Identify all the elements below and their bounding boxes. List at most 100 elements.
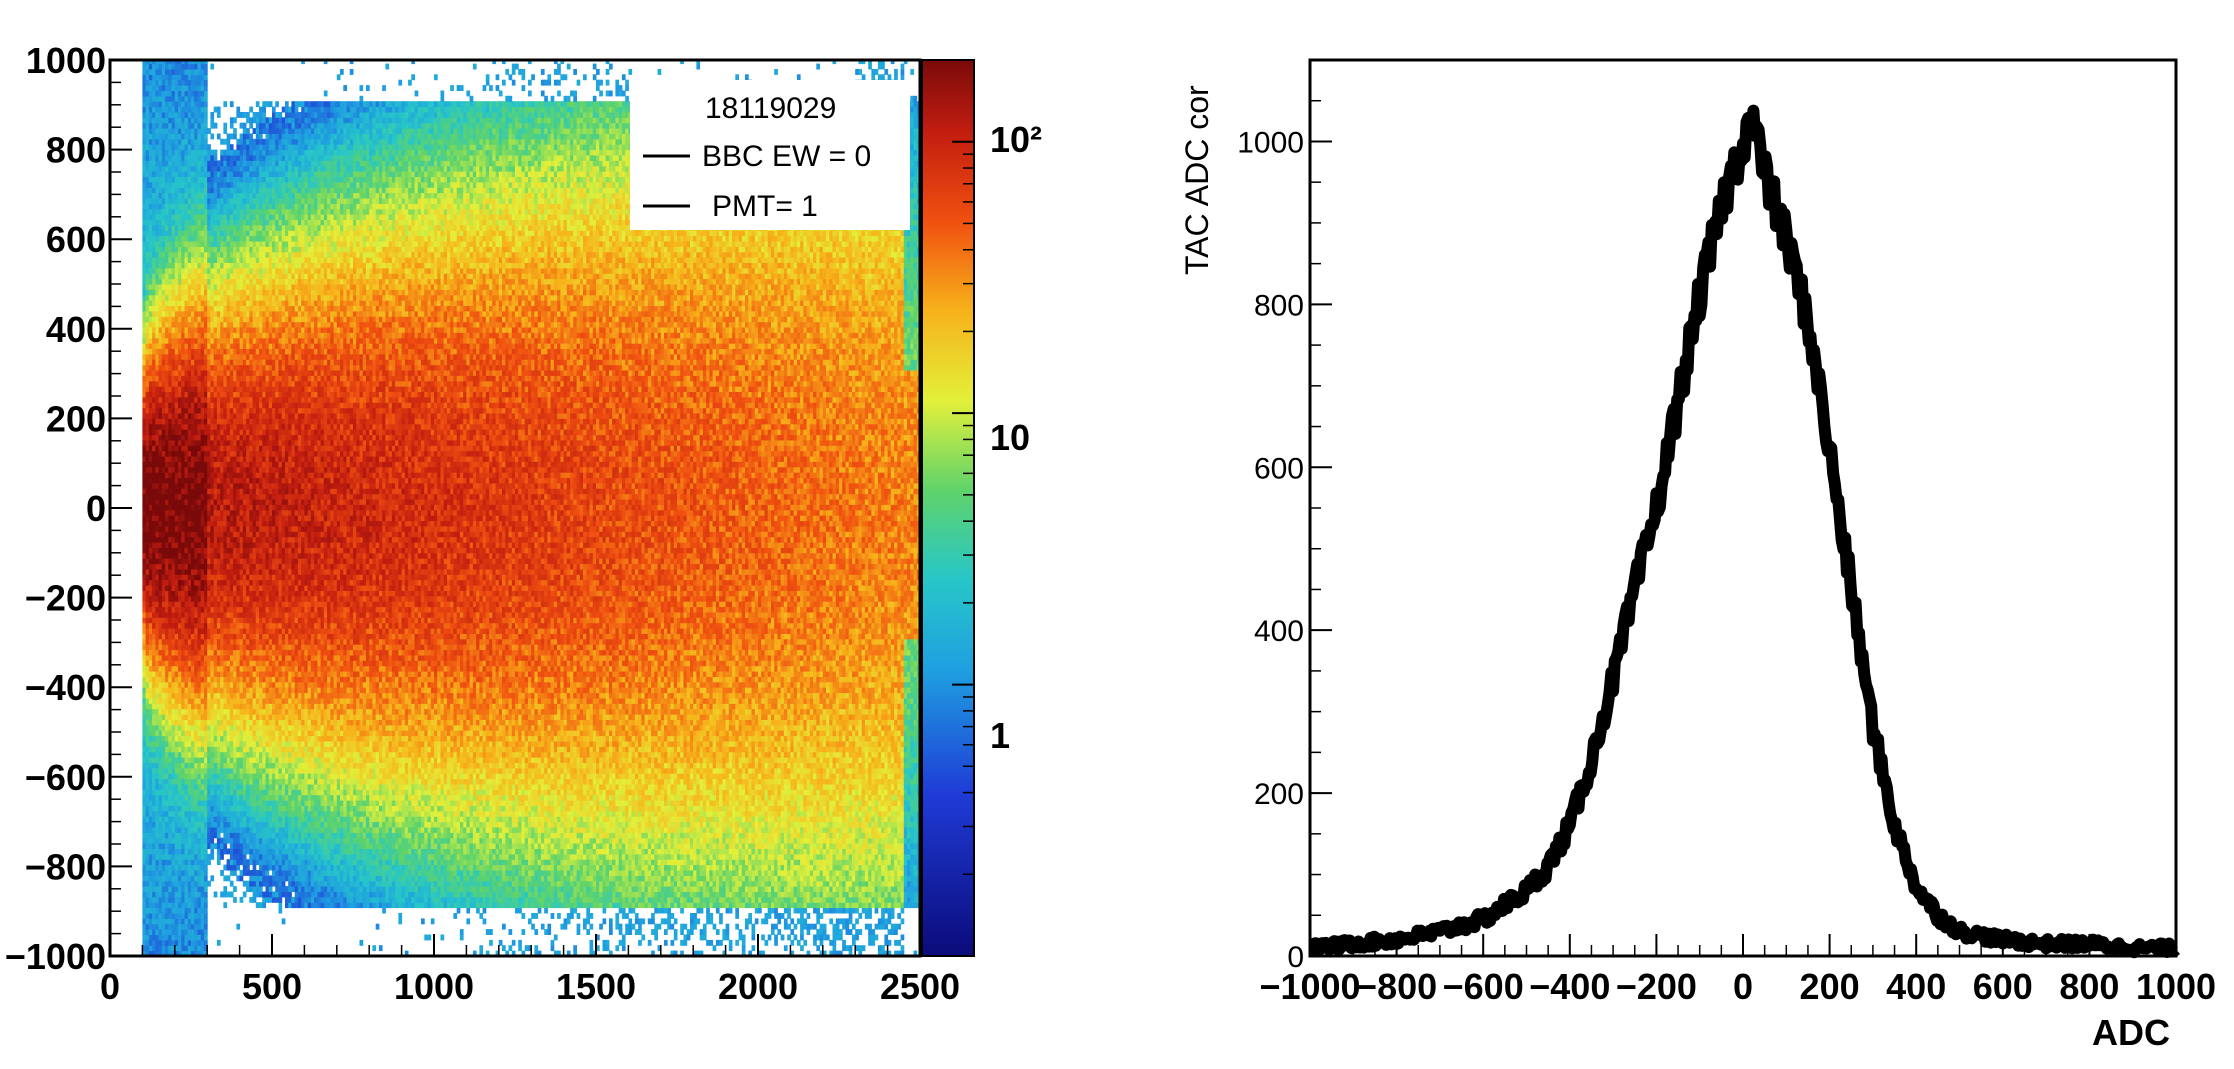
heatmap-cell	[194, 193, 198, 199]
heatmap-cell	[185, 128, 189, 134]
heatmap-cell	[188, 230, 192, 236]
heatmap-cell	[168, 413, 172, 419]
heatmap-cell	[194, 660, 198, 666]
heatmap-cell	[207, 478, 211, 484]
heatmap-cell	[198, 714, 202, 720]
heatmap-cell	[233, 440, 237, 446]
heatmap-cell	[178, 644, 182, 650]
heatmap-cell	[223, 693, 227, 699]
heatmap-cell	[198, 779, 202, 785]
heatmap-cell	[220, 806, 224, 812]
heatmap-cell	[240, 682, 244, 688]
heatmap-cell	[220, 709, 224, 715]
heatmap-cell	[159, 827, 163, 833]
heatmap-cell	[155, 155, 159, 161]
heatmap-cell	[214, 789, 218, 795]
heatmap-cell	[198, 413, 202, 419]
heatmap-cell	[210, 779, 214, 785]
heatmap-cell	[178, 935, 182, 941]
heatmap-cell	[198, 590, 202, 596]
heatmap-cell	[185, 370, 189, 376]
heatmap-cell	[210, 112, 214, 118]
heatmap-cell	[165, 306, 169, 312]
heatmap-cell	[155, 504, 159, 510]
heatmap-cell	[188, 553, 192, 559]
heatmap-cell	[175, 596, 179, 602]
heatmap-cell	[204, 806, 208, 812]
heatmap-cell	[220, 644, 224, 650]
heatmap-cell	[152, 886, 156, 892]
heatmap-cell	[236, 703, 240, 709]
heatmap-cell	[146, 843, 150, 849]
heatmap-cell	[168, 91, 172, 97]
heatmap-cell	[175, 908, 179, 914]
heatmap-cell	[142, 488, 146, 494]
heatmap-cell	[233, 757, 237, 763]
heatmap-cell	[210, 553, 214, 559]
heatmap-cell	[207, 182, 211, 188]
heatmap-cell	[168, 531, 172, 537]
heatmap-cell	[142, 263, 146, 269]
heatmap-cell	[142, 225, 146, 231]
heatmap-cell	[210, 456, 214, 462]
heatmap-cell	[217, 623, 221, 629]
heatmap-cell	[155, 822, 159, 828]
heatmap-cell	[175, 547, 179, 553]
heatmap-cell	[168, 182, 172, 188]
heatmap-cell	[204, 859, 208, 865]
heatmap-cell	[210, 564, 214, 570]
heatmap-cell	[214, 488, 218, 494]
heatmap-cell	[159, 607, 163, 613]
heatmap-cell	[155, 456, 159, 462]
heatmap-cell	[220, 279, 224, 285]
heatmap-cell	[181, 752, 185, 758]
heatmap-cell	[227, 354, 231, 360]
heatmap-cell	[230, 177, 234, 183]
heatmap-cell	[178, 408, 182, 414]
heatmap-cell	[175, 295, 179, 301]
heatmap-cell	[194, 892, 198, 898]
heatmap-cell	[172, 166, 176, 172]
heatmap-cell	[168, 203, 172, 209]
heatmap-cell	[155, 300, 159, 306]
heatmap-cell	[217, 246, 221, 252]
heatmap-cell	[168, 150, 172, 156]
heatmap-cell	[223, 349, 227, 355]
heatmap-cell	[165, 569, 169, 575]
heatmap-cell	[188, 101, 192, 107]
heatmap-cell	[181, 472, 185, 478]
heatmap-cell	[240, 580, 244, 586]
heatmap-cell	[194, 897, 198, 903]
heatmap-cell	[142, 461, 146, 467]
heatmap-cell	[181, 166, 185, 172]
heatmap-cell	[233, 714, 237, 720]
heatmap-cell	[159, 569, 163, 575]
heatmap-cell	[210, 392, 214, 398]
heatmap-cell	[220, 660, 224, 666]
heatmap-cell	[201, 418, 205, 424]
heatmap-cell	[159, 854, 163, 860]
heatmap-cell	[191, 74, 195, 80]
heatmap-cell	[175, 322, 179, 328]
heatmap-cell	[165, 456, 169, 462]
heatmap-cell	[198, 461, 202, 467]
heatmap-cell	[149, 633, 153, 639]
heatmap-cell	[152, 918, 156, 924]
heatmap-cell	[233, 306, 237, 312]
heatmap-cell	[159, 408, 163, 414]
heatmap-cell	[162, 413, 166, 419]
heatmap-cell	[201, 295, 205, 301]
heatmap-cell	[146, 639, 150, 645]
heatmap-cell	[178, 607, 182, 613]
heatmap-cell	[240, 483, 244, 489]
heatmap-cell	[223, 209, 227, 215]
heatmap-cell	[214, 263, 218, 269]
heatmap-cell	[191, 687, 195, 693]
heatmap-cell	[165, 886, 169, 892]
heatmap-cell	[178, 908, 182, 914]
heatmap-cell	[142, 779, 146, 785]
heatmap-cell	[243, 612, 247, 618]
heatmap-cell	[172, 198, 176, 204]
heatmap-cell	[142, 510, 146, 516]
heatmap-cell	[243, 569, 247, 575]
